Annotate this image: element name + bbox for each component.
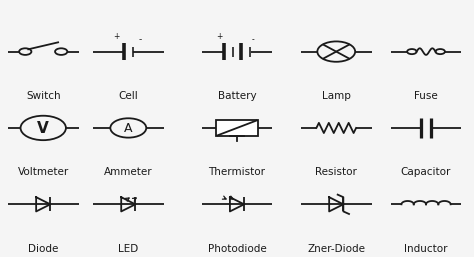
Text: Switch: Switch [26,91,61,101]
Text: Thermistor: Thermistor [209,167,265,177]
Text: Zner-Diode: Zner-Diode [307,244,365,254]
Text: LED: LED [118,244,138,254]
Text: Capacitor: Capacitor [401,167,451,177]
Text: +: + [113,32,119,41]
Text: -: - [252,35,255,44]
Text: Inductor: Inductor [404,244,448,254]
Bar [216,120,258,136]
Text: V: V [37,121,49,136]
Text: Battery: Battery [218,91,256,101]
Text: Fuse: Fuse [414,91,438,101]
Text: Cell: Cell [118,91,138,101]
Text: Ammeter: Ammeter [104,167,153,177]
Text: A: A [124,122,133,135]
Text: +: + [216,32,223,41]
Text: Diode: Diode [28,244,58,254]
Text: Resistor: Resistor [315,167,357,177]
Text: Photodiode: Photodiode [208,244,266,254]
Text: Lamp: Lamp [322,91,351,101]
Text: -: - [138,35,142,44]
Text: Voltmeter: Voltmeter [18,167,69,177]
